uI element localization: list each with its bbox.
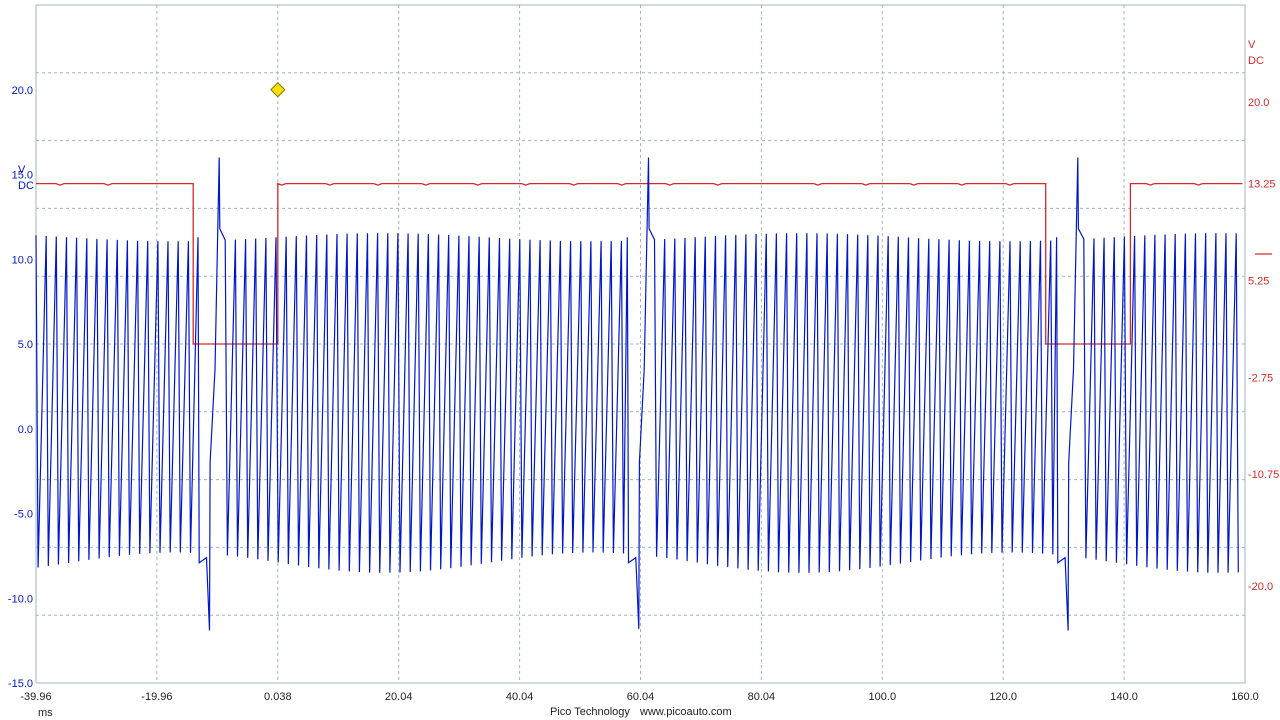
- time-tick-label: 120.0: [989, 691, 1017, 703]
- channel-a-unit: V: [18, 164, 26, 176]
- channel-a-coupling: DC: [18, 180, 34, 192]
- channel-b-tick-label: -2.75: [1248, 372, 1273, 384]
- channel-b-unit: V: [1248, 39, 1256, 51]
- channel-a-axis: V DC 20.0 15.0 10.0 5.0 0.0 -5.0 -10.0 -15.0: [8, 85, 34, 690]
- time-tick-label: 40.04: [506, 691, 534, 703]
- time-tick-label: 80.04: [748, 691, 776, 703]
- time-tick-label: 100.0: [869, 691, 897, 703]
- channel-a-tick-label: 0.0: [18, 424, 33, 436]
- website-label: www.picoauto.com: [639, 706, 732, 718]
- channel-a-tick-label: -5.0: [14, 509, 33, 521]
- time-tick-label: 0.038: [264, 691, 292, 703]
- channel-a-waveform: [35, 157, 1239, 631]
- channel-b-tick-label: 5.25: [1248, 275, 1269, 287]
- time-tick-label: 140.0: [1110, 691, 1138, 703]
- channel-b-trace: [36, 182, 1243, 345]
- channel-b-tick-label: 13.25: [1248, 179, 1276, 191]
- channel-a-tick-label: -10.0: [8, 593, 33, 605]
- time-axis: ms -39.96 -19.96 0.038 20.04 40.04 60.04 80.04…: [20, 691, 1258, 719]
- brand-label: Pico Technology: [550, 706, 630, 718]
- time-tick-label: -19.96: [141, 691, 172, 703]
- time-tick-label: 20.04: [385, 691, 413, 703]
- channel-b-tick-label: 20.0: [1248, 97, 1269, 109]
- channel-b-axis: V DC 20.0 13.25 5.25 -2.75 -10.75 -20.0: [1248, 39, 1279, 593]
- trigger-marker[interactable]: [270, 82, 286, 98]
- time-tick-label: 160.0: [1231, 691, 1259, 703]
- trigger-layer: [270, 82, 286, 98]
- channel-a-tick-label: -15.0: [8, 678, 33, 690]
- channel-a-trace: [35, 157, 1239, 631]
- channel-a-tick-label: 5.0: [18, 339, 33, 351]
- channel-b-coupling: DC: [1248, 55, 1264, 67]
- channel-a-tick-label: 10.0: [12, 254, 33, 266]
- channel-b-waveform: [36, 182, 1243, 345]
- channel-b-tick-label: -20.0: [1248, 581, 1273, 593]
- time-unit-label: ms: [38, 707, 53, 719]
- time-tick-label: -39.96: [20, 691, 51, 703]
- time-tick-label: 60.04: [627, 691, 655, 703]
- channel-a-tick-label: 20.0: [12, 85, 33, 97]
- channel-a-tick-label: 15.0: [12, 170, 33, 182]
- channel-b-tick-label: -10.75: [1248, 469, 1279, 481]
